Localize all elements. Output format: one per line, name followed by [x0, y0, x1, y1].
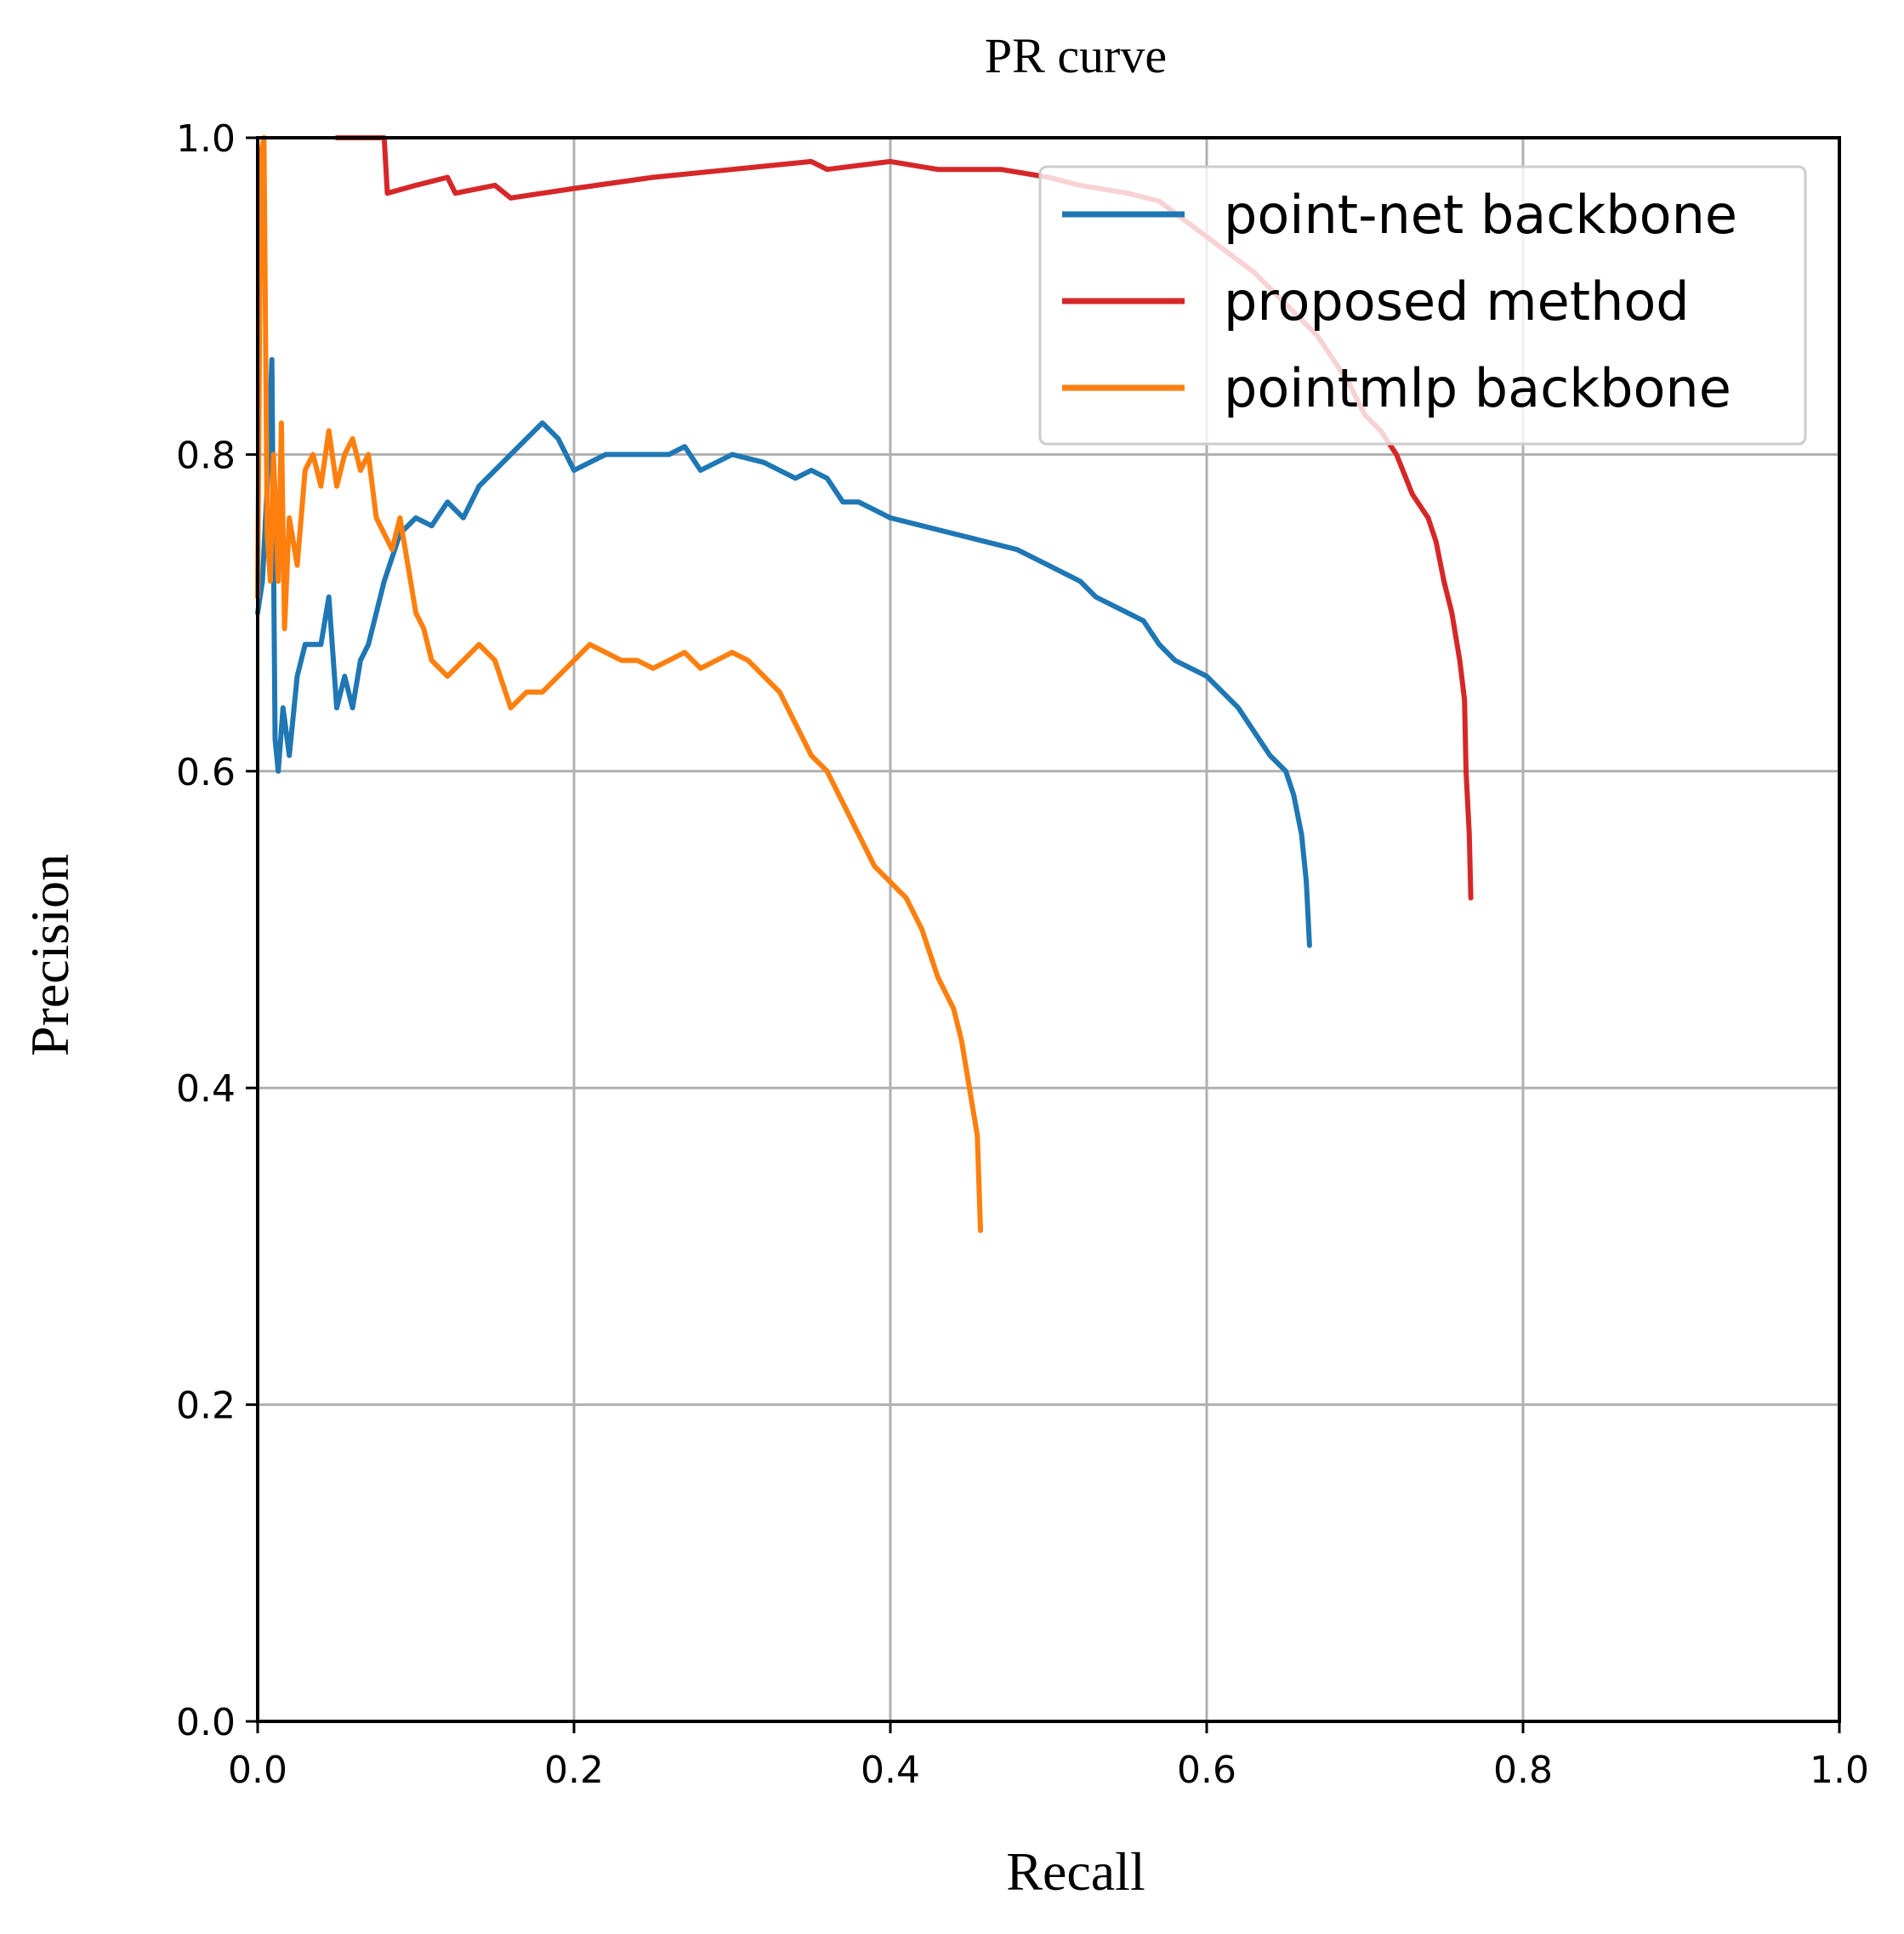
x-tick-label: 0.2	[544, 1749, 604, 1792]
x-tick-label: 0.4	[861, 1749, 920, 1792]
series-line-pointmlp-backbone	[255, 135, 983, 1233]
y-tick-label: 0.0	[176, 1701, 236, 1744]
legend: point-net backbone proposed method pointml…	[1038, 165, 1807, 446]
axes: 0.0 0.2 0.4 0.6 0.8 1.0 0.0 0.2 0.4 0.6 0.8 1.0	[176, 117, 1869, 1792]
plot-frame	[256, 136, 1841, 1723]
x-tick-label: 0.6	[1177, 1749, 1236, 1792]
y-tick-label: 0.2	[176, 1385, 236, 1428]
x-axis-label: Recall	[1006, 1841, 1145, 1902]
y-axis-label: Precision	[20, 854, 80, 1056]
x-tick-label: 0.8	[1493, 1749, 1553, 1792]
x-tick-label: 0.0	[228, 1749, 287, 1792]
legend-label: pointmlp backbone	[1224, 357, 1731, 419]
grid-lines	[256, 136, 1841, 1723]
y-tick-label: 0.6	[176, 751, 236, 794]
legend-label: proposed method	[1224, 270, 1690, 333]
y-tick-label: 0.4	[176, 1067, 236, 1111]
chart-title: PR curve	[985, 28, 1167, 83]
x-tick-label: 1.0	[1810, 1749, 1869, 1792]
y-tick-label: 0.8	[176, 434, 236, 477]
y-tick-label: 1.0	[176, 117, 236, 161]
legend-box	[1038, 165, 1807, 446]
series-line-point-net-backbone	[255, 356, 1312, 948]
legend-label: point-net backbone	[1224, 184, 1737, 246]
